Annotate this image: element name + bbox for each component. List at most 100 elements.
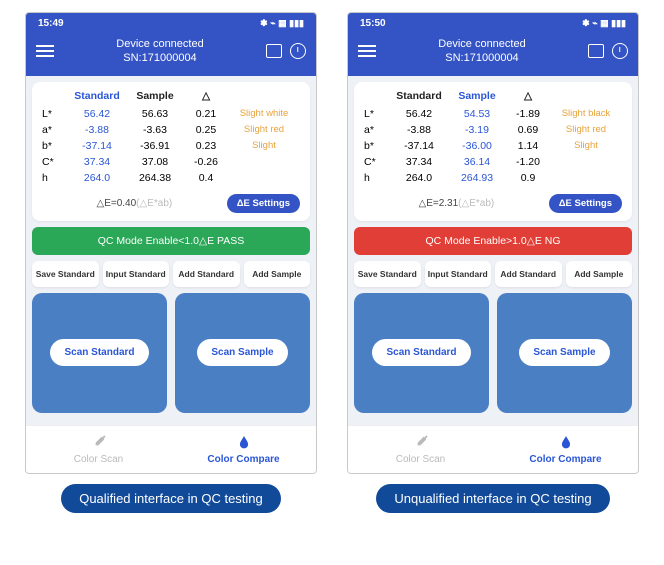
nav-color-scan[interactable]: Color Scan [348,426,493,473]
row-label: a* [364,124,390,136]
col-delta: △ [184,90,228,102]
note: Slight [550,140,622,151]
de-row: △E=2.31(△E*ab) ΔE Settings [364,194,622,213]
smp-val: -36.00 [448,140,506,152]
figure-caption: Unqualified interface in QC testing [376,484,609,513]
scan-sample-button[interactable]: Scan Sample [519,339,609,366]
header-title: Device connectedSN:171000004 [438,37,525,66]
battery-icon[interactable] [266,44,282,58]
qc-status-bar: QC Mode Enable>1.0△E NG [354,227,632,255]
status-time: 15:49 [38,18,64,29]
scan-standard-button[interactable]: Scan Standard [50,339,148,366]
eyedropper-icon [91,434,107,450]
phone-frame: 15:49 ✽ ⌁ ▦ ▮▮▮ Device connectedSN:17100… [25,12,317,474]
delta-val: 0.21 [184,108,228,120]
history-icon[interactable] [290,43,306,59]
menu-icon[interactable] [358,45,376,57]
scan-sample-button[interactable]: Scan Sample [197,339,287,366]
app-header: Device connectedSN:171000004 [26,33,316,76]
std-val: 264.0 [68,172,126,184]
col-delta: △ [506,90,550,102]
smp-val: 37.08 [126,156,184,168]
action-button[interactable]: Save Standard [32,261,99,287]
action-button[interactable]: Save Standard [354,261,421,287]
std-val: -37.14 [68,140,126,152]
scan-row: Scan Standard Scan Sample [26,293,316,421]
menu-icon[interactable] [36,45,54,57]
note: Slight white [228,108,300,119]
qc-status-bar: QC Mode Enable<1.0△E PASS [32,227,310,255]
delta-val: 0.4 [184,172,228,184]
scan-standard-block: Scan Standard [32,293,167,413]
std-val: -37.14 [390,140,448,152]
phone-frame: 15:50 ✽ ⌁ ▦ ▮▮▮ Device connectedSN:17100… [347,12,639,474]
scan-row: Scan Standard Scan Sample [348,293,638,421]
status-icons: ✽ ⌁ ▦ ▮▮▮ [260,18,304,29]
row-label: L* [42,108,68,120]
bottom-nav: Color Scan Color Compare [26,425,316,473]
figure-caption: Qualified interface in QC testing [61,484,281,513]
std-val: 56.42 [390,108,448,120]
action-button[interactable]: Input Standard [425,261,492,287]
scan-sample-block: Scan Sample [175,293,310,413]
col-sample: Sample [448,90,506,102]
data-header: Standard Sample △ [42,90,300,102]
scan-standard-block: Scan Standard [354,293,489,413]
eyedropper-icon [413,434,429,450]
data-row: C* 37.34 36.14 -1.20 [364,154,622,170]
data-row: L* 56.42 54.53 -1.89 Slight black [364,106,622,122]
std-val: -3.88 [390,124,448,136]
history-icon[interactable] [612,43,628,59]
smp-val: -3.63 [126,124,184,136]
data-row: b* -37.14 -36.00 1.14 Slight [364,138,622,154]
action-button[interactable]: Input Standard [103,261,170,287]
smp-val: -3.19 [448,124,506,136]
scan-standard-button[interactable]: Scan Standard [372,339,470,366]
delta-val: -1.89 [506,108,550,120]
data-header: Standard Sample △ [364,90,622,102]
row-label: C* [42,156,68,168]
std-val: 264.0 [390,172,448,184]
delta-val: -1.20 [506,156,550,168]
nav-color-scan[interactable]: Color Scan [26,426,171,473]
app-header: Device connectedSN:171000004 [348,33,638,76]
action-button[interactable]: Add Standard [173,261,240,287]
action-row: Save StandardInput StandardAdd StandardA… [26,261,316,293]
droplet-icon [559,434,573,450]
battery-icon[interactable] [588,44,604,58]
data-row: h 264.0 264.93 0.9 [364,170,622,186]
data-row: a* -3.88 -3.63 0.25 Slight red [42,122,300,138]
std-val: 37.34 [68,156,126,168]
delta-val: 0.9 [506,172,550,184]
row-label: b* [364,140,390,152]
action-button[interactable]: Add Standard [495,261,562,287]
de-row: △E=0.40(△E*ab) ΔE Settings [42,194,300,213]
delta-val: -0.26 [184,156,228,168]
smp-val: 264.93 [448,172,506,184]
std-val: 37.34 [390,156,448,168]
action-button[interactable]: Add Sample [566,261,633,287]
de-settings-button[interactable]: ΔE Settings [549,194,622,213]
nav-color-compare[interactable]: Color Compare [171,426,316,473]
std-val: 56.42 [68,108,126,120]
col-sample: Sample [126,90,184,102]
data-card: Standard Sample △ L* 56.42 56.63 0.21 Sl… [32,82,310,221]
nav-color-compare[interactable]: Color Compare [493,426,638,473]
bottom-nav: Color Scan Color Compare [348,425,638,473]
smp-val: 36.14 [448,156,506,168]
col-standard: Standard [390,90,448,102]
delta-val: 0.23 [184,140,228,152]
status-icons: ✽ ⌁ ▦ ▮▮▮ [582,18,626,29]
row-label: C* [364,156,390,168]
status-bar: 15:50 ✽ ⌁ ▦ ▮▮▮ [348,13,638,33]
col-standard: Standard [68,90,126,102]
data-row: b* -37.14 -36.91 0.23 Slight [42,138,300,154]
de-settings-button[interactable]: ΔE Settings [227,194,300,213]
action-button[interactable]: Add Sample [244,261,311,287]
smp-val: 54.53 [448,108,506,120]
note: Slight red [228,124,300,135]
row-label: h [42,172,68,184]
row-label: L* [364,108,390,120]
de-text: △E=2.31(△E*ab) [364,198,549,209]
note: Slight red [550,124,622,135]
